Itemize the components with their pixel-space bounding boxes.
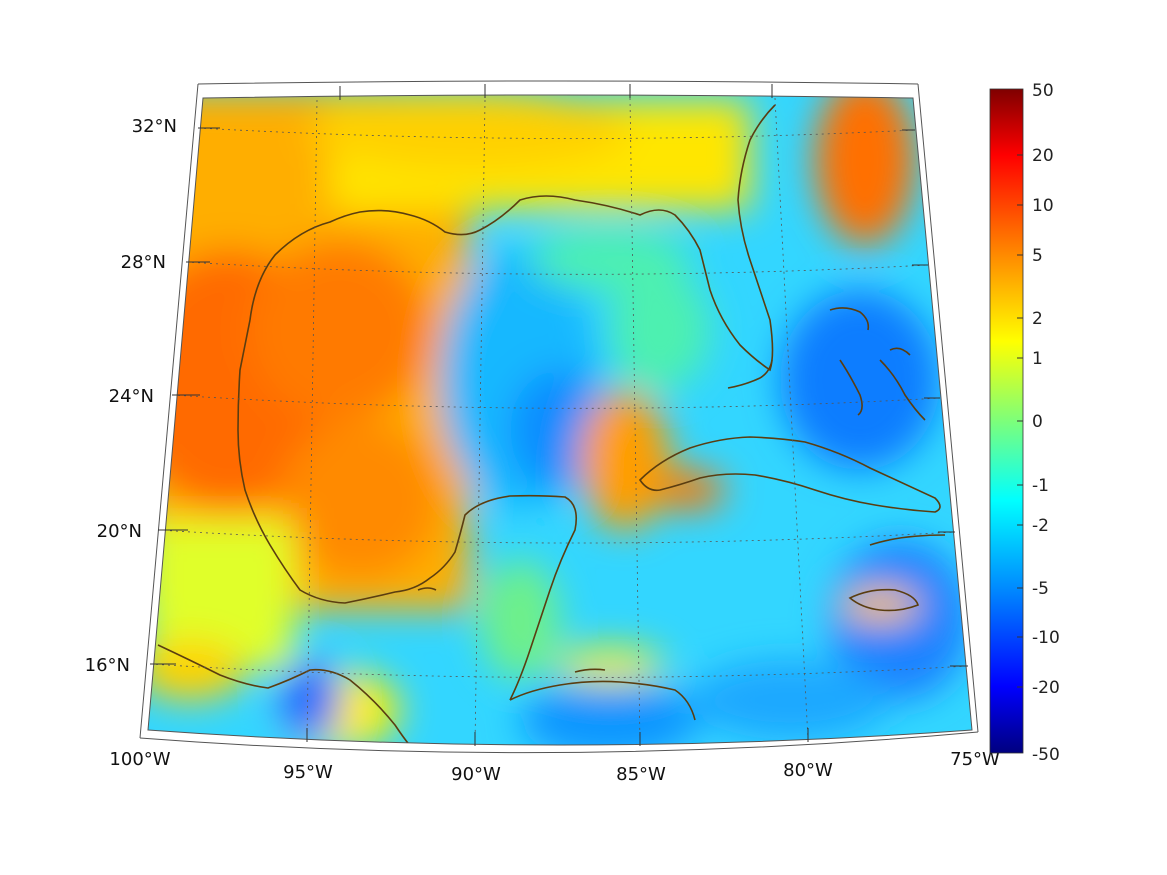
map-frame: [139, 80, 979, 754]
colorbar-label: 0: [1032, 412, 1043, 432]
colorbar-label: -1: [1032, 476, 1049, 496]
colorbar-label: -20: [1032, 678, 1060, 698]
colorbar: 50 20 10 5 2 1 0 -1 -2 -5 -10 -20 -50: [989, 81, 1060, 765]
lon-label-95: 95°W: [283, 762, 333, 783]
lon-label-90: 90°W: [451, 764, 501, 785]
colorbar-label: 1: [1032, 349, 1043, 369]
lon-label-100: 100°W: [109, 749, 170, 770]
colorbar-label: -5: [1032, 579, 1049, 599]
lon-label-80: 80°W: [783, 760, 833, 781]
lat-label-28: 28°N: [121, 252, 166, 273]
lon-label-75: 75°W: [950, 749, 1000, 770]
tick-marks: [150, 84, 968, 746]
longitude-labels: 100°W 95°W 90°W 85°W 80°W 75°W: [109, 749, 1000, 785]
colorbar-label: -50: [1032, 745, 1060, 765]
lat-label-20: 20°N: [97, 521, 142, 542]
colorbar-label: -10: [1032, 628, 1060, 648]
colorbar-label: 10: [1032, 196, 1054, 216]
colorbar-ticks: [1017, 154, 1023, 688]
colorbar-label: -2: [1032, 516, 1049, 536]
colorbar-label: 50: [1032, 81, 1054, 101]
lon-label-85: 85°W: [616, 764, 666, 785]
colorbar-label: 20: [1032, 146, 1054, 166]
latitude-labels: 16°N 20°N 24°N 28°N 32°N: [85, 116, 177, 676]
colorbar-label: 5: [1032, 246, 1043, 266]
graticule: [149, 97, 969, 745]
lat-label-24: 24°N: [109, 386, 154, 407]
lat-label-16: 16°N: [85, 655, 130, 676]
data-field: [148, 95, 972, 745]
lat-label-32: 32°N: [132, 116, 177, 137]
colorbar-label: 2: [1032, 309, 1043, 329]
coastlines: [157, 104, 946, 745]
